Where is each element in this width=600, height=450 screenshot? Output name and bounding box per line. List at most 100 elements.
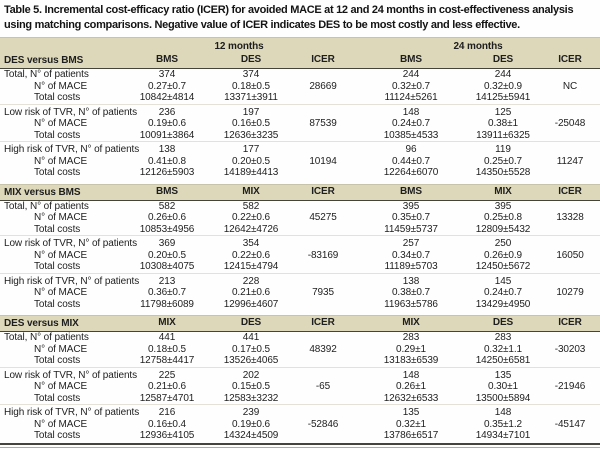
row-label: N° of MACE xyxy=(34,343,88,355)
value-cell: -83169 xyxy=(307,249,339,261)
table-row: Total costs 10308±4075 12415±4794 11189±570… xyxy=(0,261,600,273)
table-bottom-rule xyxy=(0,442,600,448)
column-header-icer: ICER xyxy=(540,315,600,333)
value-cell: 374 xyxy=(158,69,176,81)
row-label: Total costs xyxy=(34,167,81,179)
value-cell: 10308±4075 xyxy=(139,261,195,273)
value-cell: 0.27±0.7 xyxy=(147,80,187,92)
value-cell: 0.24±0.7 xyxy=(391,118,431,130)
row-label: Total costs xyxy=(34,92,81,104)
value-cell: 10842±4814 xyxy=(139,92,195,104)
table-row: Total costs 10842±4814 13371±3911 11124±526… xyxy=(0,92,600,104)
value-cell xyxy=(290,299,356,311)
table-row: N° of MACE 0.27±0.7 0.18±0.5 28669 0.32±0.7 0… xyxy=(0,81,600,93)
row-label: N° of MACE xyxy=(34,212,88,224)
value-cell xyxy=(540,235,600,250)
value-cell: 12758±4417 xyxy=(139,355,195,367)
value-cell: 12642±4726 xyxy=(223,223,279,235)
table-row: Total costs 12758±4417 13526±4065 13183±653… xyxy=(0,355,600,367)
value-cell: 0.26±0.9 xyxy=(483,249,523,261)
value-cell: 11798±6089 xyxy=(140,298,194,310)
value-cell: 441 xyxy=(242,332,260,344)
value-cell xyxy=(290,103,356,119)
value-cell: 48392 xyxy=(309,343,337,355)
value-cell: 0.19±0.6 xyxy=(231,418,271,430)
value-cell: 0.21±0.6 xyxy=(231,287,271,299)
period-header-24-months: 24 months xyxy=(356,37,600,54)
value-cell: 0.32±0.7 xyxy=(391,80,431,92)
value-cell: 0.18±0.5 xyxy=(147,343,187,355)
value-cell: 13786±6517 xyxy=(383,430,439,442)
table-row: N° of MACE 0.19±0.6 0.16±0.5 87539 0.24±0.7 0… xyxy=(0,118,600,130)
row-label: Total, N° of patients xyxy=(4,69,89,81)
row-label: Total costs xyxy=(34,392,81,404)
value-cell: 582 xyxy=(242,200,260,212)
results-table-body: 12 months 24 months DES versus BMS BMS DES IC… xyxy=(0,37,600,442)
column-header-mix: MIX xyxy=(212,183,290,201)
value-cell: 354 xyxy=(212,235,290,250)
value-cell: 0.30±1 xyxy=(488,381,518,393)
row-label: Total costs xyxy=(34,129,81,141)
value-cell: 374 xyxy=(242,69,260,81)
value-cell: 12583±3232 xyxy=(223,392,279,404)
value-cell: NC xyxy=(562,80,578,92)
table-row: N° of MACE 0.16±0.4 0.19±0.6 -52846 0.32±1 0.… xyxy=(0,419,600,431)
table-row: Low risk of TVR, N° of patients 236 197 148… xyxy=(0,103,600,119)
value-cell xyxy=(540,200,600,212)
column-header-des: DES xyxy=(212,315,290,333)
value-cell xyxy=(290,272,356,288)
value-cell: 283 xyxy=(494,332,512,344)
table-row: Total, N° of patients 582 582 395 395 xyxy=(0,200,600,212)
value-cell: 0.16±0.4 xyxy=(147,418,187,430)
value-cell xyxy=(290,366,356,382)
value-cell xyxy=(290,332,356,344)
column-header-bms: BMS xyxy=(356,53,466,70)
value-cell: 10091±3864 xyxy=(139,129,195,141)
value-cell xyxy=(540,261,600,273)
value-cell: 0.44±0.7 xyxy=(391,155,431,167)
value-cell: 138 xyxy=(122,141,212,156)
column-header-mix: MIX xyxy=(356,315,466,333)
value-cell: 582 xyxy=(158,200,176,212)
value-cell: 395 xyxy=(402,200,420,212)
value-cell: 0.29±1 xyxy=(396,343,426,355)
value-cell xyxy=(290,92,356,104)
column-header-icer: ICER xyxy=(540,53,600,70)
value-cell: 13328 xyxy=(556,212,584,224)
value-cell: 177 xyxy=(212,141,290,156)
value-cell: 12636±3235 xyxy=(223,129,279,141)
table-row: High risk of TVR, N° of patients 216 239 13… xyxy=(0,404,600,419)
value-cell: 0.22±0.6 xyxy=(231,249,271,261)
value-cell xyxy=(290,261,356,273)
value-cell xyxy=(540,130,600,142)
table-row: Total costs 12126±5903 14189±4413 12264±607… xyxy=(0,167,600,179)
row-label: N° of MACE xyxy=(34,155,88,167)
row-label: N° of MACE xyxy=(34,381,88,393)
table-row: N° of MACE 0.26±0.6 0.22±0.6 45275 0.35±0.7 0… xyxy=(0,212,600,224)
value-cell: 13911±6325 xyxy=(476,129,530,141)
value-cell: -30203 xyxy=(554,343,586,355)
value-cell: 11459±5737 xyxy=(384,223,438,235)
value-cell: 96 xyxy=(356,141,466,156)
value-cell: 10385±4533 xyxy=(383,129,439,141)
value-cell: 0.20±0.5 xyxy=(231,155,271,167)
value-cell: 135 xyxy=(356,404,466,419)
table-row: Total costs 12936±4105 14324±4509 13786±651… xyxy=(0,430,600,442)
row-label: Total costs xyxy=(34,430,81,442)
value-cell: 13371±3911 xyxy=(224,92,278,104)
row-label: Low risk of TVR, N° of patients xyxy=(0,366,137,382)
value-cell: 145 xyxy=(466,272,540,288)
value-cell: 0.25±0.8 xyxy=(483,212,523,224)
value-cell: 0.32±0.9 xyxy=(483,80,523,92)
value-cell xyxy=(290,141,356,156)
column-header-mix: MIX xyxy=(466,183,540,201)
value-cell: 0.21±0.6 xyxy=(147,381,187,393)
row-label: N° of MACE xyxy=(34,287,88,299)
value-cell xyxy=(540,272,600,288)
row-label: Total costs xyxy=(34,355,81,367)
row-label: Total, N° of patients xyxy=(4,200,89,212)
value-cell: 7935 xyxy=(312,287,334,299)
table-title: Table 5. Incremental cost-efficacy ratio… xyxy=(4,4,574,31)
value-cell: 236 xyxy=(122,103,212,119)
value-cell: 0.24±0.7 xyxy=(483,287,523,299)
